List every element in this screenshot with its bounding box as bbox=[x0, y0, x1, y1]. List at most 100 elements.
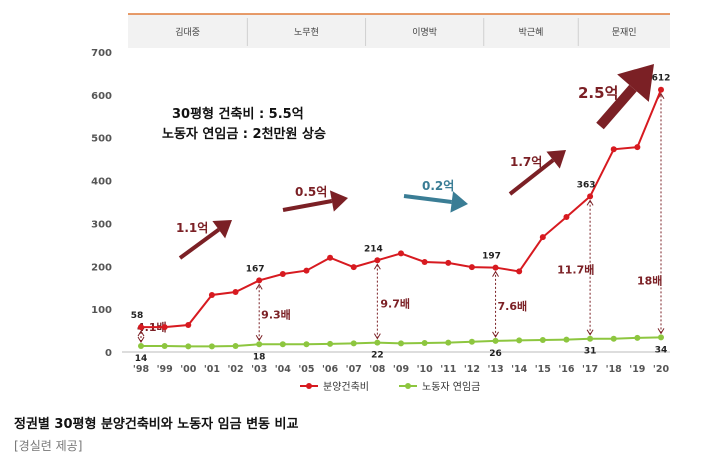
data-point-cost bbox=[350, 264, 357, 271]
data-point-cost bbox=[374, 257, 381, 264]
data-point-cost bbox=[563, 214, 570, 220]
figure-caption: 정권별 30평형 분양건축비와 노동자 임금 변동 비교 bbox=[14, 417, 299, 432]
series-group bbox=[138, 86, 664, 350]
ratio-label: 7.6배 bbox=[498, 299, 528, 313]
data-point-cost bbox=[185, 322, 192, 328]
data-point-wage bbox=[185, 343, 192, 350]
data-point-cost bbox=[421, 259, 428, 265]
x-tick-label: '02 bbox=[227, 364, 243, 375]
era-label: 문재인 bbox=[612, 27, 637, 38]
point-labels: 58 167 214 197 363 612 14 18 22 26 31 34 bbox=[131, 74, 671, 364]
x-tick-label: '16 bbox=[558, 364, 575, 375]
data-point-wage bbox=[563, 336, 570, 343]
x-tick-label: '17 bbox=[582, 364, 598, 375]
ratio-label: 18배 bbox=[637, 274, 662, 288]
trend-arrow-label: 1.1억 bbox=[176, 221, 208, 235]
data-label-cost: 214 bbox=[364, 244, 383, 254]
y-tick-label: 300 bbox=[91, 219, 112, 230]
data-label-cost: 612 bbox=[652, 74, 671, 84]
x-tick-label: '18 bbox=[606, 364, 623, 375]
trend-arrow-head bbox=[329, 190, 348, 212]
x-tick-label: '03 bbox=[251, 364, 267, 375]
summary-annotation: 30평형 건축비 : 5.5억 노동자 연임금 : 2천만원 상승 bbox=[162, 106, 326, 142]
data-point-cost bbox=[161, 324, 168, 331]
data-point-cost bbox=[327, 254, 334, 261]
figure-source: [경실련 제공] bbox=[14, 439, 83, 453]
legend-label-wage: 노동자 연임금 bbox=[422, 382, 481, 393]
x-tick-label: '15 bbox=[535, 364, 551, 375]
data-point-cost bbox=[232, 289, 239, 295]
data-label-wage: 22 bbox=[371, 351, 384, 361]
y-tick-label: 0 bbox=[105, 348, 112, 359]
data-point-cost bbox=[398, 250, 404, 257]
ratio-guide-arrowhead bbox=[373, 263, 381, 270]
data-point-wage bbox=[138, 343, 144, 349]
x-tick-label: '01 bbox=[204, 364, 220, 375]
era-label: 박근혜 bbox=[519, 26, 544, 38]
trend-arrows: 1.1억 0.5억 0.2억 1.7억 2.5억 bbox=[176, 64, 654, 260]
data-label-wage: 18 bbox=[253, 352, 266, 362]
data-point-cost bbox=[303, 267, 310, 274]
data-point-cost bbox=[634, 144, 641, 151]
data-point-wage bbox=[327, 340, 334, 347]
x-tick-label: '20 bbox=[653, 364, 670, 375]
x-tick-label: '13 bbox=[487, 364, 503, 375]
annotation-line-cost: 30평형 건축비 : 5.5억 bbox=[172, 106, 304, 122]
data-point-wage bbox=[374, 339, 381, 346]
ratio-guide-arrowhead bbox=[255, 283, 263, 290]
legend-label-cost: 분양건축비 bbox=[323, 382, 369, 393]
x-tick-label: '11 bbox=[440, 364, 456, 375]
y-tick-label: 700 bbox=[91, 48, 112, 59]
data-point-cost bbox=[138, 324, 144, 331]
y-tick-label: 500 bbox=[91, 134, 112, 145]
y-tick-label: 100 bbox=[91, 305, 112, 316]
x-tick-label: '04 bbox=[275, 364, 292, 375]
data-point-wage bbox=[232, 343, 239, 349]
legend: 분양건축비 노동자 연임금 bbox=[300, 378, 480, 393]
data-point-wage bbox=[610, 335, 617, 342]
x-tick-label: '05 bbox=[298, 364, 314, 375]
ratio-label: 9.3배 bbox=[261, 307, 291, 321]
ratio-guide-arrowhead bbox=[586, 199, 594, 206]
x-tick-label: '07 bbox=[346, 364, 362, 375]
data-point-cost bbox=[658, 86, 664, 93]
data-point-wage bbox=[208, 343, 215, 350]
x-tick-label: '10 bbox=[417, 364, 434, 375]
data-point-wage bbox=[516, 337, 523, 344]
data-point-wage bbox=[587, 335, 594, 342]
data-point-cost bbox=[445, 259, 452, 266]
ratio-guide-arrowhead bbox=[137, 330, 145, 337]
x-tick-label: '09 bbox=[393, 364, 409, 375]
data-label-cost: 363 bbox=[577, 180, 596, 190]
y-tick-label: 400 bbox=[91, 177, 112, 188]
ratio-guide-arrowhead bbox=[492, 331, 499, 338]
data-point-wage bbox=[492, 337, 499, 344]
legend-swatch-wage bbox=[399, 382, 417, 389]
annotation-line-wage: 노동자 연임금 : 2천만원 상승 bbox=[162, 126, 326, 142]
trend-arrow-shaft bbox=[178, 228, 220, 260]
line-chart: 김대중 노무현 이명박 박근혜 문재인 0 100 200 300 400 500 600 700 '… bbox=[91, 13, 671, 375]
trend-arrow-head bbox=[617, 64, 654, 102]
data-label-cost: 167 bbox=[246, 264, 265, 274]
ratio-label: 11.7배 bbox=[557, 263, 594, 277]
data-point-cost bbox=[610, 146, 617, 153]
trend-arrow-shaft bbox=[596, 84, 637, 130]
data-label-cost: 58 bbox=[131, 311, 144, 321]
data-point-wage bbox=[256, 341, 263, 348]
data-label-cost: 197 bbox=[482, 252, 501, 262]
x-tick-label: '99 bbox=[157, 364, 173, 375]
x-tick-label: '19 bbox=[629, 364, 645, 375]
ratio-guide-arrowhead bbox=[373, 333, 381, 340]
trend-arrow-label: 2.5억 bbox=[578, 84, 618, 102]
data-point-cost bbox=[539, 234, 546, 241]
data-point-wage bbox=[350, 340, 357, 347]
ratio-guide-arrowhead bbox=[492, 270, 499, 277]
data-point-wage bbox=[634, 334, 641, 341]
data-label-wage: 31 bbox=[584, 347, 597, 357]
era-band-bar: 김대중 노무현 이명박 박근혜 문재인 bbox=[128, 13, 670, 48]
data-point-wage bbox=[279, 341, 286, 348]
data-label-wage: 34 bbox=[655, 345, 668, 355]
data-point-cost bbox=[279, 271, 286, 277]
data-point-wage bbox=[445, 339, 452, 346]
x-tick-label: '08 bbox=[369, 364, 386, 375]
